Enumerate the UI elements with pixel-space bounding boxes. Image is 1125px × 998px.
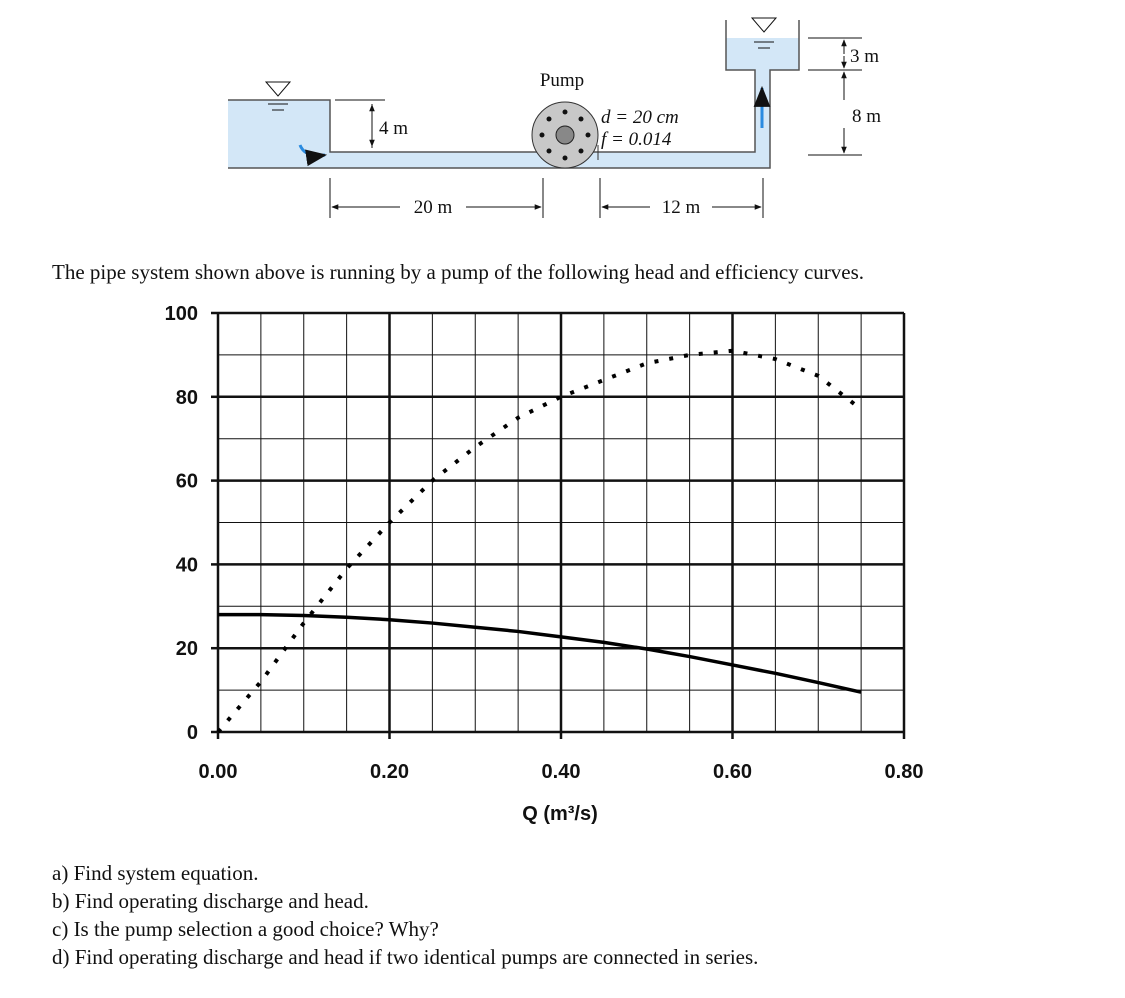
- head-curve: [218, 612, 862, 694]
- pump-label: Pump: [540, 70, 584, 91]
- y-tick-label: 100: [165, 303, 198, 325]
- chart: Q (m³/s) 0.00 0.20 0.40 0.60 0.80 0 20 40 60 80 10…: [165, 303, 924, 825]
- x-axis-label: Q (m³/s): [522, 803, 598, 825]
- dimension-label: 4 m: [379, 118, 408, 139]
- flow-arrow: [298, 144, 328, 167]
- y-tick-label: 60: [176, 471, 198, 493]
- pump-bolts: [539, 109, 591, 161]
- surface-symbol: [264, 81, 292, 97]
- dimension: [329, 178, 764, 218]
- question: d) Find operating discharge and head if …: [52, 945, 758, 969]
- pipe-diagram: Pump 4 m d = 20 cm f = 0.014 20 m 12 m 3…: [228, 17, 881, 218]
- x-tick-label: 0.60: [713, 761, 752, 783]
- dimension: [335, 99, 385, 148]
- y-tick-label: 80: [176, 387, 198, 409]
- dimension: [808, 37, 862, 156]
- question: b) Find operating discharge and head.: [52, 889, 369, 913]
- x-tick-label: 0.80: [885, 761, 924, 783]
- pipe-diameter: d = 20 cm: [601, 107, 679, 128]
- x-tick-label: 0.40: [542, 761, 581, 783]
- dimension-label: 20 m: [414, 197, 453, 218]
- questions: a) Find system equation. b) Find operati…: [52, 861, 758, 969]
- right-reservoir: [726, 38, 799, 70]
- y-tick-label: 20: [176, 638, 198, 660]
- pipe-outline: [228, 20, 800, 169]
- intro-text: The pipe system shown above is running b…: [52, 260, 864, 284]
- y-tick-label: 40: [176, 554, 198, 576]
- pump-hub: [555, 125, 575, 145]
- surface-symbol: [754, 41, 774, 49]
- surface-symbol: [268, 103, 288, 111]
- dimension-label: 12 m: [662, 197, 701, 218]
- x-tick-label: 0.20: [370, 761, 409, 783]
- surface-symbol: [750, 17, 778, 33]
- y-tick-label: 0: [187, 722, 198, 744]
- question: a) Find system equation.: [52, 861, 258, 885]
- x-tick-label: 0.00: [199, 761, 238, 783]
- efficiency-curve: [216, 348, 863, 734]
- friction-factor: f = 0.014: [601, 129, 672, 150]
- dimension-label: 3 m: [850, 46, 879, 67]
- dimension-label: 8 m: [852, 106, 881, 127]
- question: c) Is the pump selection a good choice? …: [52, 917, 439, 941]
